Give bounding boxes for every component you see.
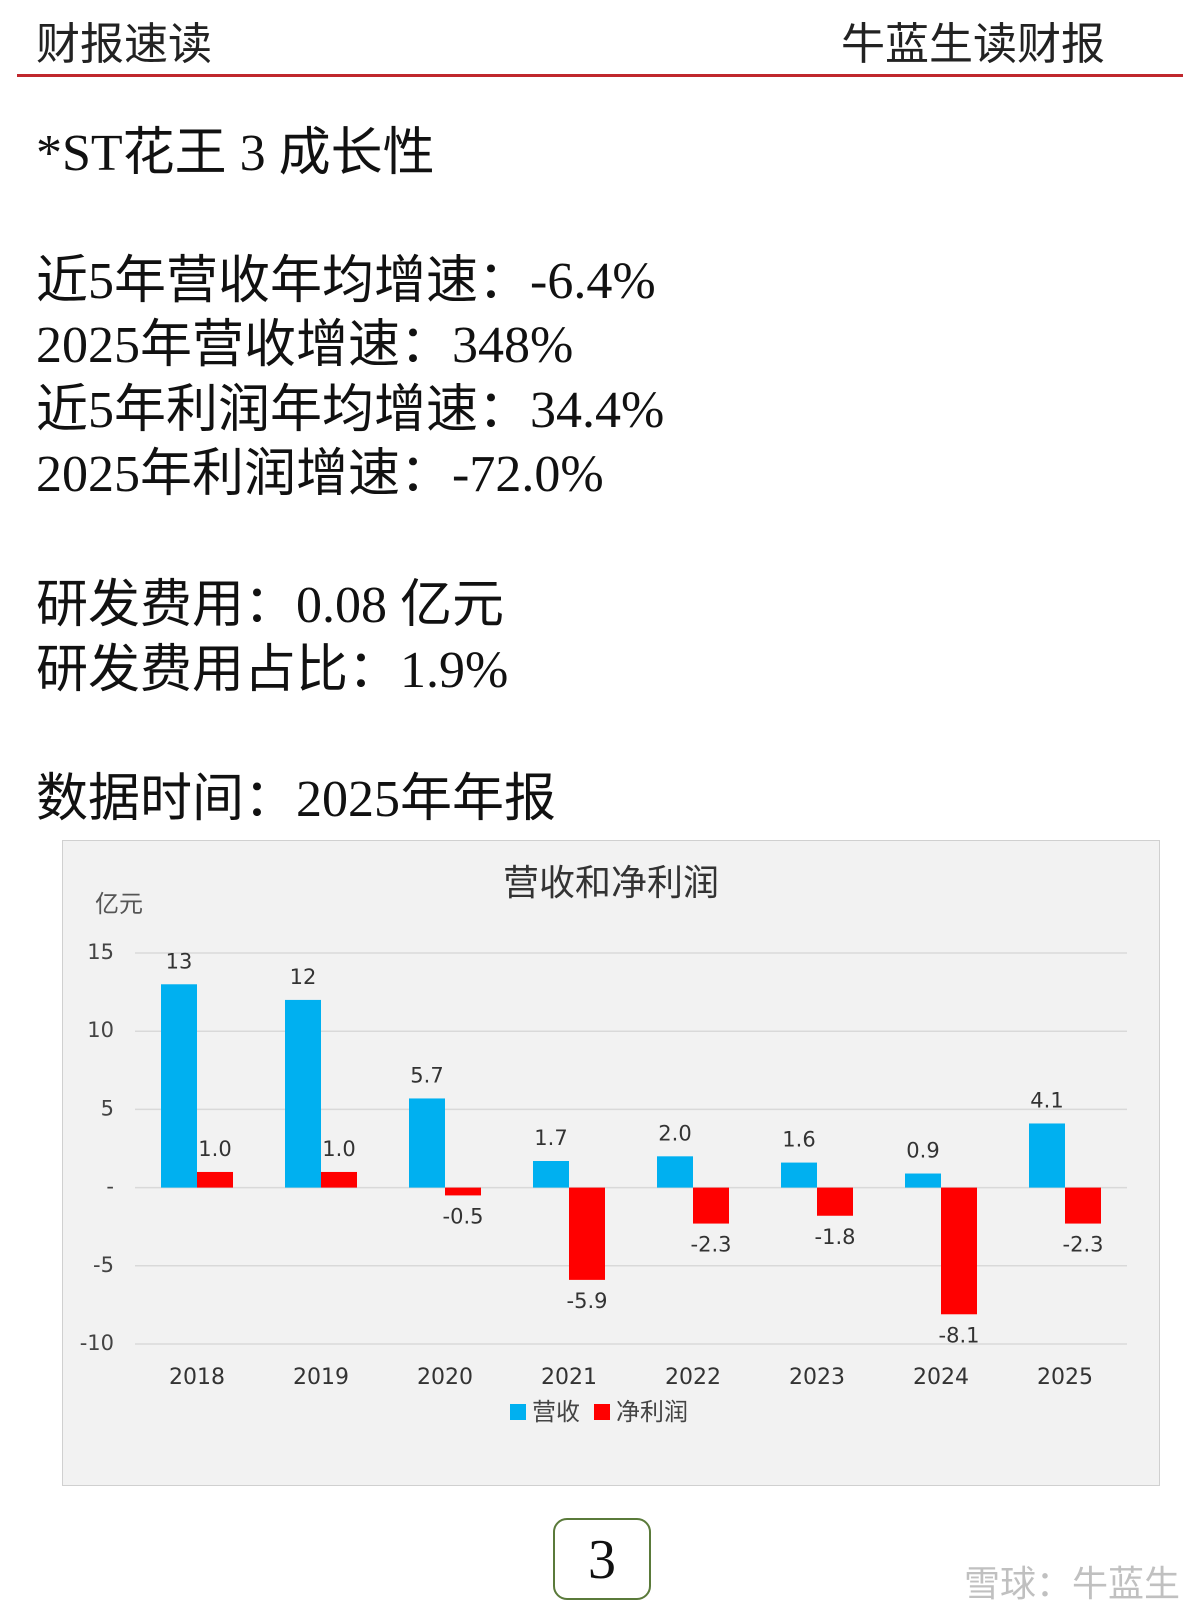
data-label: 1.0 bbox=[198, 1137, 231, 1161]
data-label: -5.9 bbox=[567, 1289, 608, 1313]
data-label: 0.9 bbox=[906, 1139, 939, 1163]
bar bbox=[1065, 1187, 1101, 1224]
bar bbox=[817, 1187, 853, 1216]
data-time: 数据时间：2025年年报 bbox=[36, 771, 557, 828]
data-label: 1.6 bbox=[782, 1128, 815, 1152]
y-tick-label: 10 bbox=[87, 1018, 114, 1042]
data-label: 12 bbox=[290, 965, 317, 989]
x-tick-label: 2019 bbox=[293, 1365, 349, 1390]
y-unit: 亿元 bbox=[95, 890, 143, 918]
data-label: 13 bbox=[166, 949, 193, 973]
x-tick-label: 2020 bbox=[417, 1365, 473, 1390]
x-tick-label: 2023 bbox=[789, 1365, 845, 1390]
x-tick-label: 2018 bbox=[169, 1365, 225, 1390]
growth-line: 近5年利润年均增速：34.4% bbox=[36, 382, 665, 439]
chart-frame bbox=[62, 840, 1160, 1486]
data-label: 5.7 bbox=[410, 1063, 443, 1087]
data-label: -2.3 bbox=[691, 1233, 732, 1257]
y-tick-label: - bbox=[106, 1175, 114, 1199]
x-tick-label: 2025 bbox=[1037, 1365, 1093, 1390]
bar bbox=[569, 1187, 605, 1280]
bar bbox=[905, 1173, 941, 1188]
chart-title: 营收和净利润 bbox=[503, 863, 719, 904]
data-label: -0.5 bbox=[443, 1204, 484, 1228]
x-tick-label: 2021 bbox=[541, 1365, 597, 1390]
legend-swatch bbox=[510, 1404, 526, 1420]
legend-swatch bbox=[594, 1404, 610, 1420]
bar bbox=[781, 1162, 817, 1188]
y-tick-label: -5 bbox=[93, 1253, 114, 1277]
bar bbox=[285, 999, 321, 1188]
legend-label: 净利润 bbox=[616, 1398, 688, 1426]
y-tick-label: -10 bbox=[80, 1331, 114, 1355]
bar bbox=[197, 1171, 233, 1188]
header-right: 牛蓝生读财报 bbox=[841, 19, 1105, 70]
bar bbox=[409, 1098, 445, 1188]
data-label: 1.7 bbox=[534, 1126, 567, 1150]
heading: *ST花王 3 成长性 bbox=[36, 125, 435, 182]
bar bbox=[657, 1156, 693, 1188]
data-label: 4.1 bbox=[1030, 1088, 1063, 1112]
data-label: -8.1 bbox=[939, 1323, 980, 1347]
data-label: 1.0 bbox=[322, 1137, 355, 1161]
bar bbox=[693, 1187, 729, 1224]
bar bbox=[445, 1187, 481, 1196]
y-tick-label: 15 bbox=[87, 940, 114, 964]
y-tick-label: 5 bbox=[101, 1096, 114, 1120]
watermark: 雪球：牛蓝生 bbox=[963, 1564, 1180, 1605]
rnd-line: 研发费用：0.08 亿元 bbox=[36, 577, 505, 634]
bar bbox=[161, 984, 197, 1188]
data-label: -1.8 bbox=[815, 1225, 856, 1249]
rnd-line: 研发费用占比：1.9% bbox=[36, 642, 509, 699]
page-number: 3 bbox=[553, 1518, 651, 1600]
bar bbox=[1029, 1123, 1065, 1188]
growth-line: 近5年营收年均增速：-6.4% bbox=[36, 253, 656, 310]
x-tick-label: 2022 bbox=[665, 1365, 721, 1390]
data-label: 2.0 bbox=[658, 1121, 691, 1145]
legend-label: 营收 bbox=[532, 1398, 580, 1426]
bar bbox=[941, 1187, 977, 1315]
x-tick-label: 2024 bbox=[913, 1365, 969, 1390]
header-left: 财报速读 bbox=[36, 19, 212, 70]
chart: 营收和净利润 亿元 15 10 5 - -5 -10 2018 13 1.0 2019 12 1.0 2… bbox=[62, 840, 1160, 1486]
header-rule bbox=[17, 74, 1183, 77]
bar bbox=[321, 1171, 357, 1188]
growth-line: 2025年营收增速：348% bbox=[36, 317, 574, 374]
bar bbox=[533, 1161, 569, 1188]
growth-line: 2025年利润增速：-72.0% bbox=[36, 446, 604, 503]
data-label: -2.3 bbox=[1063, 1233, 1104, 1257]
